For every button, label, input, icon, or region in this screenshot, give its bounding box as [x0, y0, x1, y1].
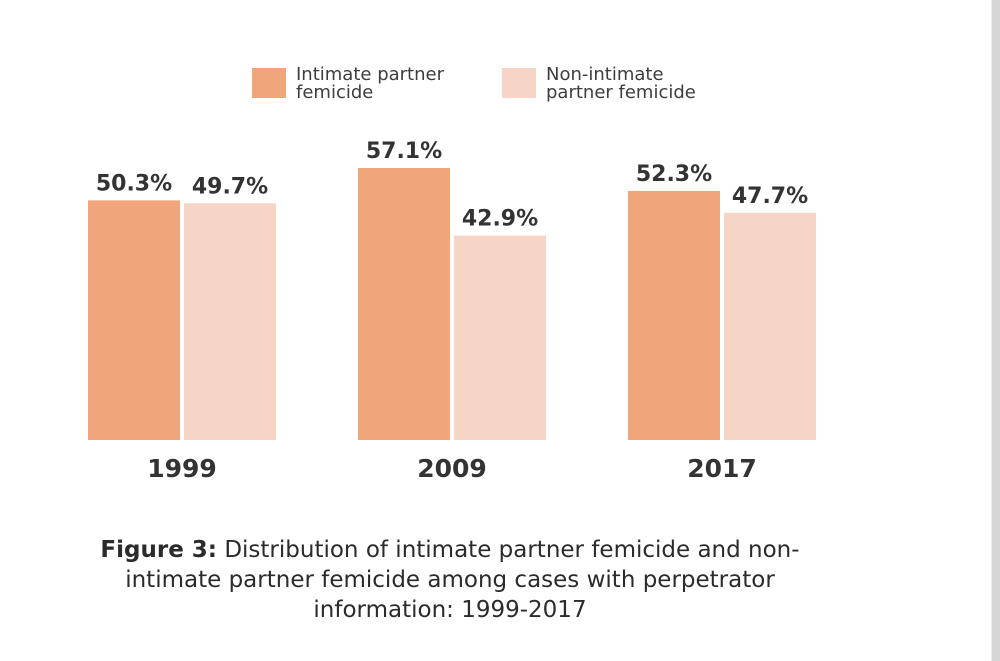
x-tick-label-2017: 2017 — [687, 454, 757, 483]
bar-1999-non-intimate-partner-femicide — [184, 203, 276, 440]
legend-label-intimate-line2: femicide — [296, 82, 374, 103]
caption-text: Distribution of intimate partner femicid… — [125, 537, 800, 623]
bar-2009-non-intimate-partner-femicide — [454, 235, 546, 440]
legend-label-intimate-line1: Intimate partner — [296, 64, 444, 85]
bar-1999-intimate-partner-femicide — [88, 200, 180, 440]
caption-figure-number: Figure 3: — [100, 537, 218, 563]
x-tick-label-1999: 1999 — [147, 454, 217, 483]
legend-label-non-intimate-line2: partner femicide — [546, 82, 696, 103]
data-label-2017-non-intimate-partner-femicide: 47.7% — [732, 184, 808, 209]
page-edge-line — [991, 0, 992, 661]
data-label-1999-non-intimate-partner-femicide: 49.7% — [192, 174, 268, 199]
bar-2017-intimate-partner-femicide — [628, 190, 720, 440]
page-edge — [992, 0, 1000, 661]
data-label-2009-intimate-partner-femicide: 57.1% — [366, 139, 442, 164]
legend-swatch-non-intimate — [502, 68, 536, 98]
legend-swatch-intimate — [252, 68, 286, 98]
legend-label-non-intimate-line1: Non-intimate — [546, 64, 664, 85]
bar-2009-intimate-partner-femicide — [358, 168, 450, 440]
data-label-2009-non-intimate-partner-femicide: 42.9% — [462, 207, 538, 232]
x-tick-label-2009: 2009 — [417, 454, 487, 483]
bar-2017-non-intimate-partner-femicide — [724, 212, 816, 440]
data-label-2017-intimate-partner-femicide: 52.3% — [636, 162, 712, 187]
data-label-1999-intimate-partner-femicide: 50.3% — [96, 171, 172, 196]
figure-caption: Figure 3: Distribution of intimate partn… — [60, 535, 840, 625]
